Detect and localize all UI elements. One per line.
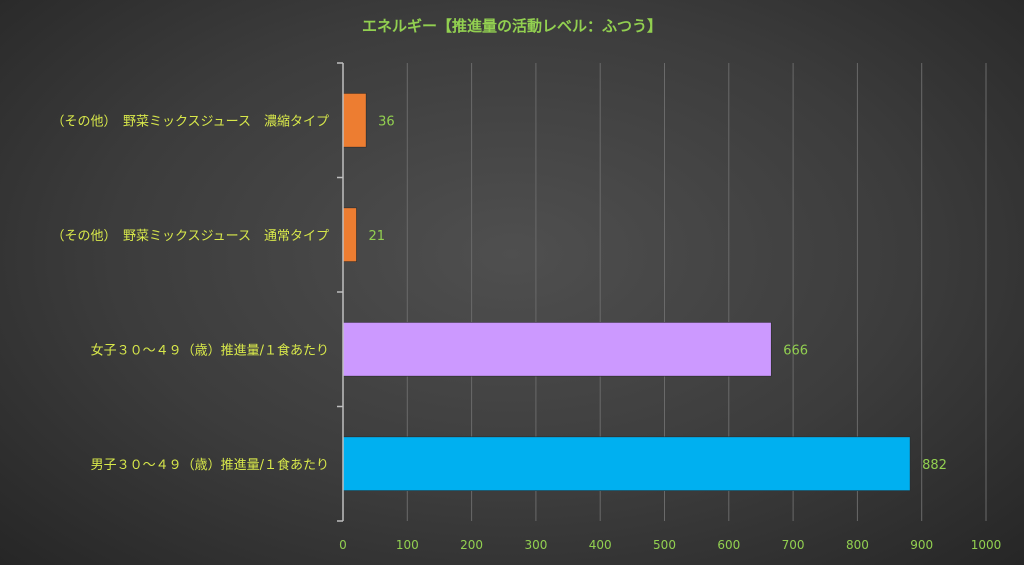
- x-tick-label: 0: [339, 538, 347, 552]
- axes: [337, 62, 344, 522]
- x-tick-label: 600: [717, 538, 740, 552]
- labels: 0 100 200 300 400 500 600 700 800 900 1000 36 （その他） …: [51, 113, 1001, 552]
- bar: [342, 93, 367, 148]
- category-label: （その他） 野菜ミックスジュース 通常タイプ: [51, 229, 329, 244]
- bars: [342, 93, 911, 491]
- category-label: （その他） 野菜ミックスジュース 濃縮タイプ: [51, 113, 329, 129]
- x-tick-label: 400: [589, 538, 612, 552]
- x-tick-label: 500: [653, 538, 676, 552]
- bar: [342, 207, 357, 262]
- x-tick-label: 100: [396, 538, 419, 552]
- gridlines: [406, 63, 987, 521]
- x-tick-label: 200: [460, 538, 483, 552]
- data-label: 21: [369, 229, 386, 244]
- chart-title: エネルギー【推進量の活動レベル：ふつう】: [362, 17, 662, 35]
- x-tick-label: 300: [524, 538, 547, 552]
- data-label: 882: [922, 458, 947, 473]
- x-tick-label: 900: [910, 538, 933, 552]
- category-label: 女子３０～４９（歳）推進量/１食あたり: [91, 342, 329, 358]
- data-label: 666: [783, 343, 808, 358]
- x-tick-label: 1000: [971, 538, 1002, 552]
- x-tick-label: 800: [846, 538, 869, 552]
- x-tick-label: 700: [782, 538, 805, 552]
- bar: [342, 436, 911, 491]
- bar: [342, 322, 772, 377]
- category-label: 男子３０～４９（歳）推進量/１食あたり: [91, 457, 329, 473]
- data-label: 36: [378, 114, 395, 129]
